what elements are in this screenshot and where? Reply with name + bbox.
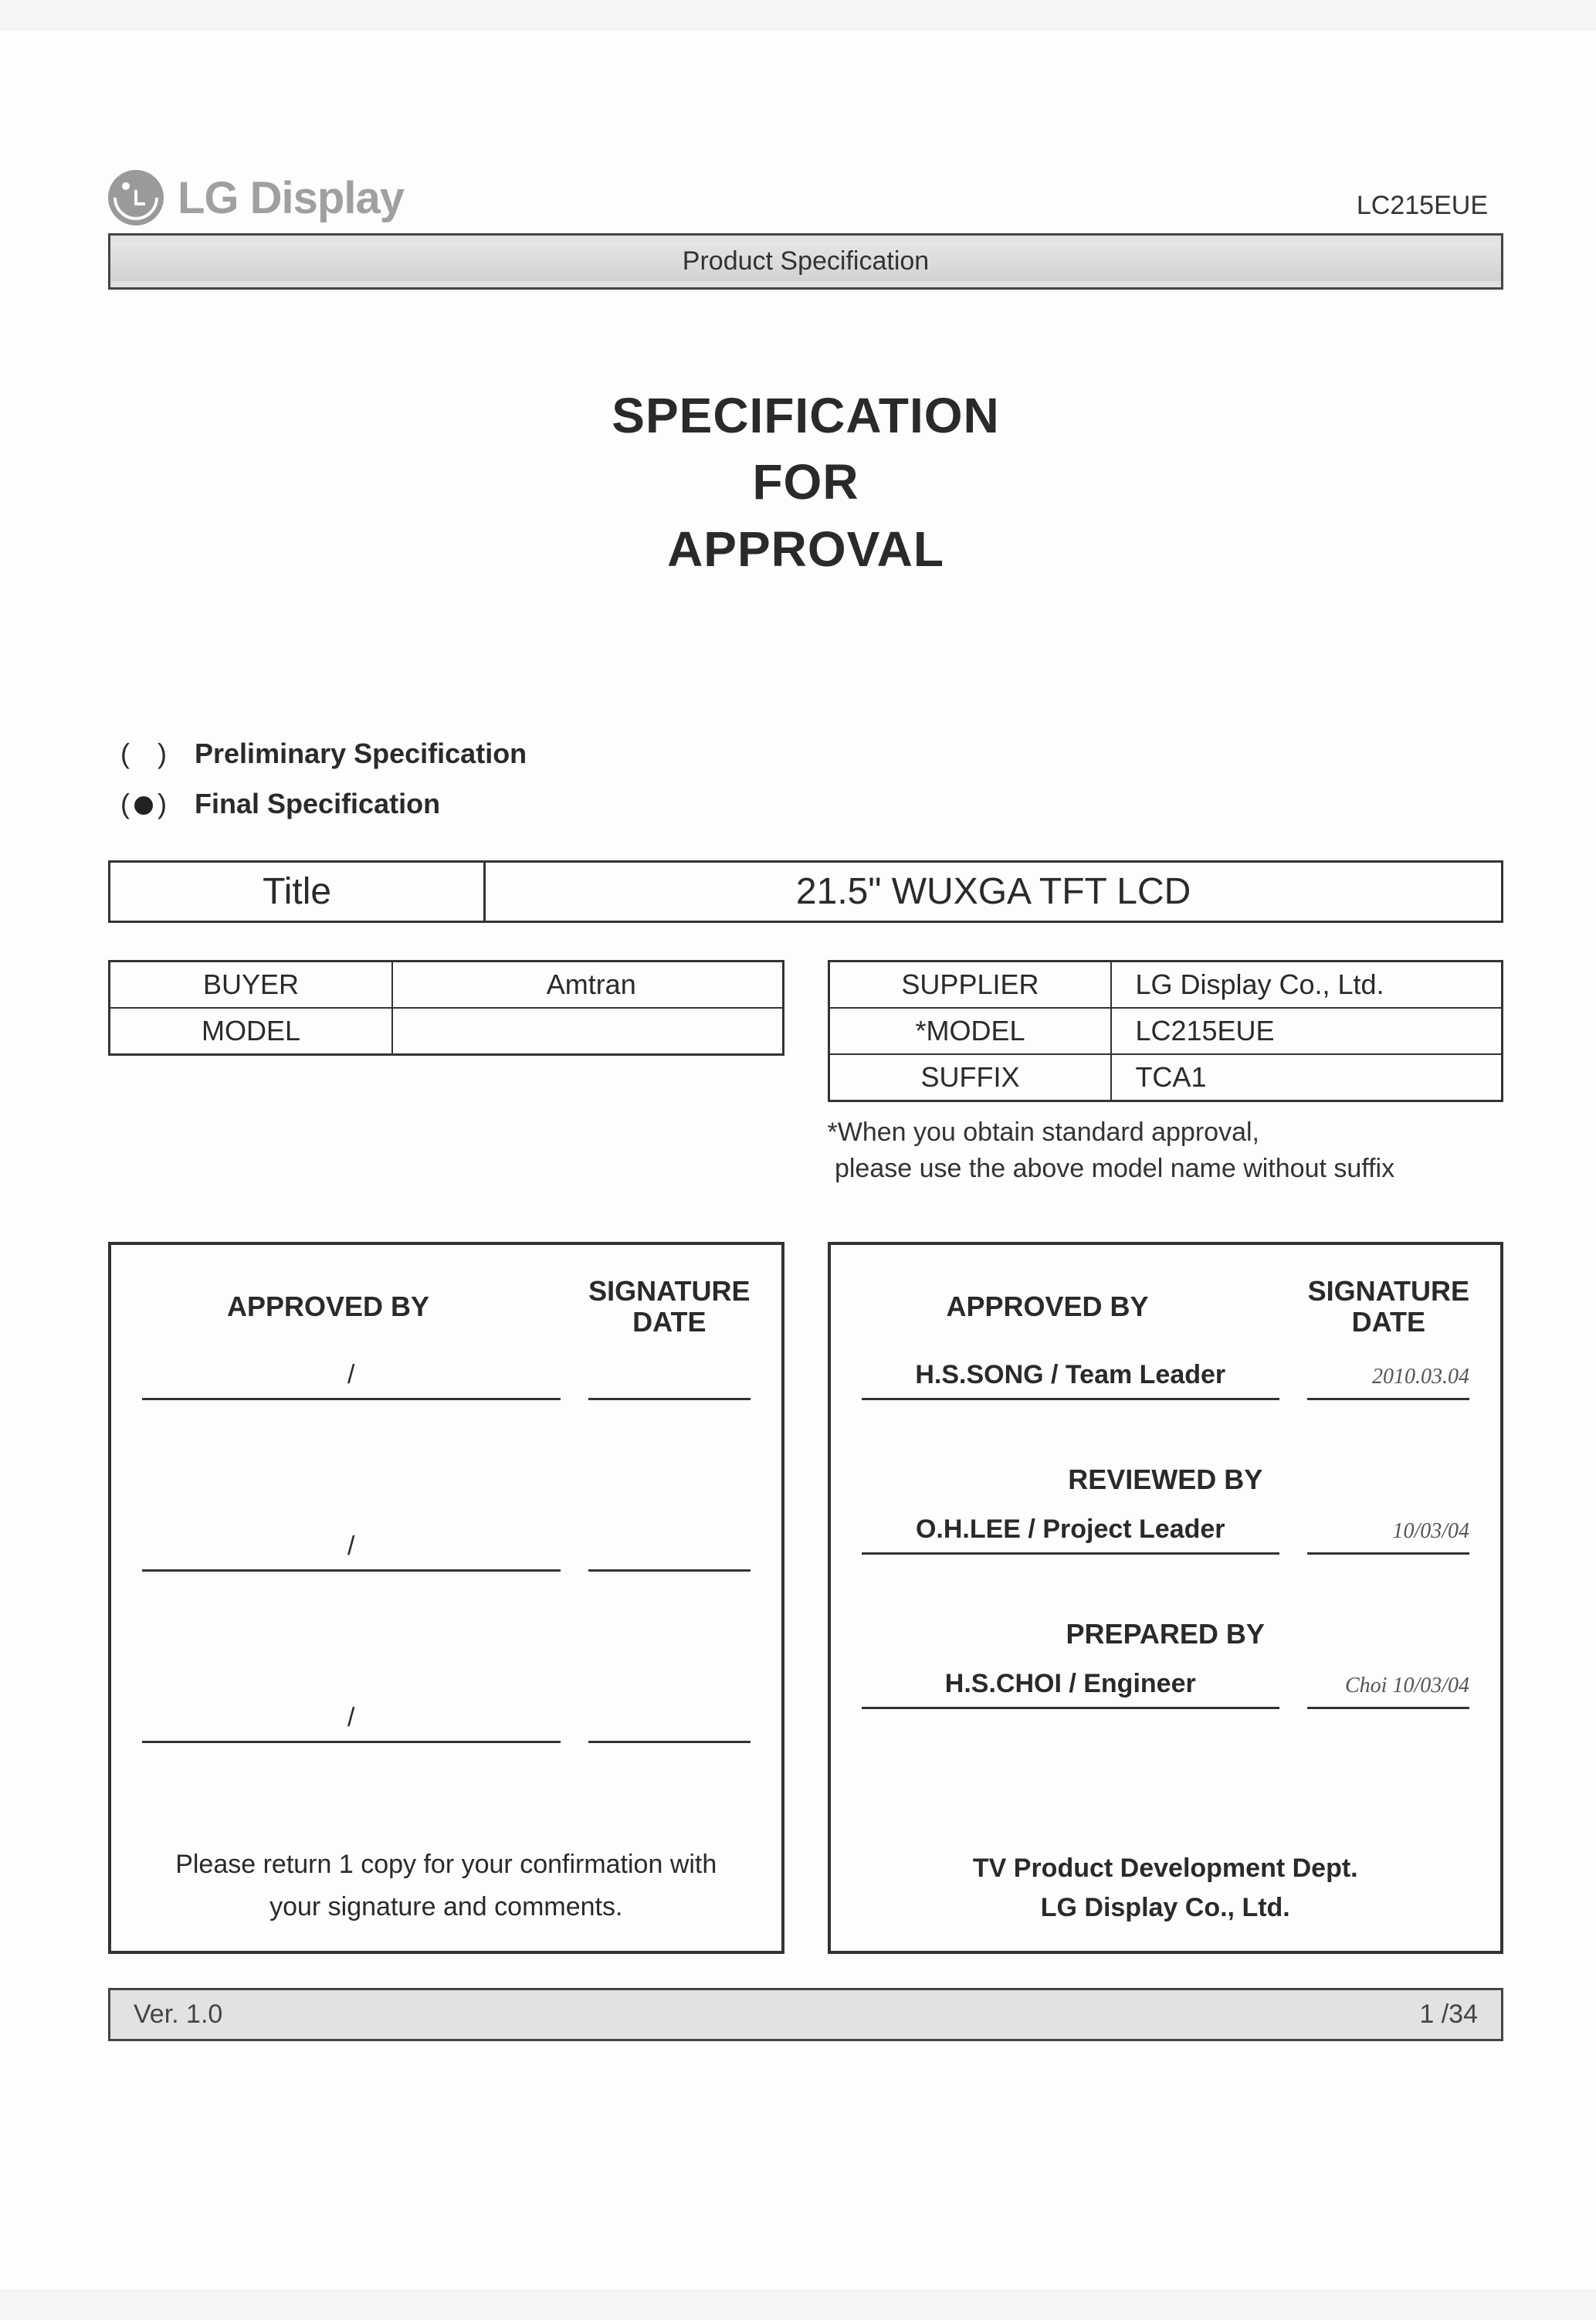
- reviewed-signature: 10/03/04: [1307, 1519, 1469, 1555]
- sig-slot: /: [142, 1360, 751, 1431]
- sig-slot: /: [142, 1703, 751, 1774]
- option-final: () Final Specification: [116, 779, 1503, 829]
- sig-header: APPROVED BY SIGNATUREDATE: [862, 1276, 1470, 1337]
- title-row-label: Title: [110, 863, 486, 921]
- version-label: Ver. 1.0: [134, 1999, 222, 2030]
- sig-header-right: SIGNATUREDATE: [588, 1276, 750, 1337]
- signature-boxes-row: APPROVED BY SIGNATUREDATE / / /: [108, 1242, 1503, 1954]
- supplier-signature-box: APPROVED BY SIGNATUREDATE H.S.SONG / Tea…: [828, 1242, 1504, 1954]
- footnote-line: *When you obtain standard approval,: [828, 1118, 1259, 1147]
- option-final-label: Final Specification: [195, 788, 440, 819]
- sig-name-line: /: [142, 1531, 561, 1572]
- table-row: SUFFIX TCA1: [828, 1054, 1503, 1101]
- sig-slot-reviewed: O.H.LEE / Project Leader 10/03/04: [862, 1514, 1470, 1555]
- prepared-title: PREPARED BY: [862, 1618, 1470, 1650]
- cell-value: Amtran: [392, 961, 783, 1008]
- main-title-line: APPROVAL: [108, 516, 1503, 582]
- cell-value: LC215EUE: [1111, 1008, 1502, 1054]
- sig-name-line: /: [142, 1703, 561, 1743]
- product-code: LC215EUE: [1357, 191, 1488, 221]
- sig-header-left: APPROVED BY: [227, 1291, 429, 1323]
- return-note-line: your signature and comments.: [269, 1892, 622, 1921]
- buyer-table: BUYER Amtran MODEL: [108, 960, 784, 1056]
- spec-header-bar: Product Specification: [108, 233, 1503, 290]
- bullet-filled-icon: [134, 796, 153, 815]
- cell-label: MODEL: [110, 1008, 392, 1055]
- return-note: Please return 1 copy for your confirmati…: [142, 1820, 751, 1928]
- spec-options: () Preliminary Specification () Final Sp…: [116, 729, 1503, 829]
- main-title-line: FOR: [108, 449, 1503, 515]
- option-preliminary: () Preliminary Specification: [116, 729, 1503, 779]
- main-title: SPECIFICATION FOR APPROVAL: [108, 382, 1503, 582]
- table-row: BUYER Amtran: [110, 961, 784, 1008]
- logo-block: LG Display: [108, 170, 404, 226]
- dept-line: TV Product Development Dept.: [973, 1854, 1358, 1883]
- document-page: LG Display LC215EUE Product Specificatio…: [0, 31, 1596, 2289]
- reviewed-name: O.H.LEE / Project Leader: [862, 1514, 1280, 1555]
- sig-date-line: [588, 1365, 751, 1400]
- dept-note: TV Product Development Dept. LG Display …: [862, 1826, 1470, 1928]
- sig-name-line: /: [142, 1360, 561, 1400]
- main-title-line: SPECIFICATION: [108, 382, 1503, 449]
- table-row: SUPPLIER LG Display Co., Ltd.: [828, 961, 1503, 1008]
- cell-value: LG Display Co., Ltd.: [1111, 961, 1502, 1008]
- return-note-line: Please return 1 copy for your confirmati…: [175, 1850, 717, 1879]
- sig-date-line: [588, 1708, 751, 1743]
- lg-logo-icon: [108, 170, 164, 226]
- approved-signature: 2010.03.04: [1307, 1365, 1469, 1400]
- cell-label: *MODEL: [828, 1008, 1111, 1054]
- prepared-signature: Choi 10/03/04: [1307, 1674, 1469, 1709]
- footer-bar: Ver. 1.0 1 /34: [108, 1988, 1503, 2041]
- cell-label: SUPPLIER: [828, 961, 1111, 1008]
- reviewed-title: REVIEWED BY: [862, 1464, 1470, 1496]
- supplier-footnote: *When you obtain standard approval, plea…: [828, 1114, 1504, 1188]
- table-row: *MODEL LC215EUE: [828, 1008, 1503, 1054]
- option-preliminary-label: Preliminary Specification: [195, 738, 527, 769]
- spec-header-bar-label: Product Specification: [110, 242, 1501, 281]
- dept-line: LG Display Co., Ltd.: [1041, 1893, 1290, 1922]
- sig-header: APPROVED BY SIGNATUREDATE: [142, 1276, 751, 1337]
- sig-slot-approved: H.S.SONG / Team Leader 2010.03.04: [862, 1360, 1470, 1400]
- header-row: LG Display LC215EUE: [108, 170, 1503, 226]
- table-row: MODEL: [110, 1008, 784, 1055]
- cell-value: TCA1: [1111, 1054, 1502, 1101]
- footnote-line: please use the above model name without …: [835, 1154, 1394, 1183]
- supplier-table-wrap: SUPPLIER LG Display Co., Ltd. *MODEL LC2…: [828, 960, 1504, 1188]
- title-row-value: 21.5" WUXGA TFT LCD: [486, 863, 1501, 921]
- sig-slot: /: [142, 1531, 751, 1603]
- sig-header-left: APPROVED BY: [947, 1291, 1149, 1323]
- buyer-table-wrap: BUYER Amtran MODEL: [108, 960, 784, 1056]
- sig-slot-prepared: H.S.CHOI / Engineer Choi 10/03/04: [862, 1669, 1470, 1709]
- logo-text: LG Display: [178, 172, 404, 224]
- title-row: Title 21.5" WUXGA TFT LCD: [108, 860, 1503, 923]
- approved-name: H.S.SONG / Team Leader: [862, 1360, 1280, 1400]
- cell-label: BUYER: [110, 961, 392, 1008]
- page-number: 1 /34: [1419, 1999, 1478, 2030]
- cell-label: SUFFIX: [828, 1054, 1111, 1101]
- buyer-signature-box: APPROVED BY SIGNATUREDATE / / /: [108, 1242, 784, 1954]
- info-tables-row: BUYER Amtran MODEL SUPPLIER LG Display C…: [108, 960, 1503, 1188]
- sig-date-line: [588, 1536, 751, 1572]
- sig-header-right: SIGNATUREDATE: [1308, 1276, 1469, 1337]
- cell-value: [392, 1008, 783, 1055]
- supplier-table: SUPPLIER LG Display Co., Ltd. *MODEL LC2…: [828, 960, 1504, 1102]
- prepared-name: H.S.CHOI / Engineer: [862, 1669, 1280, 1709]
